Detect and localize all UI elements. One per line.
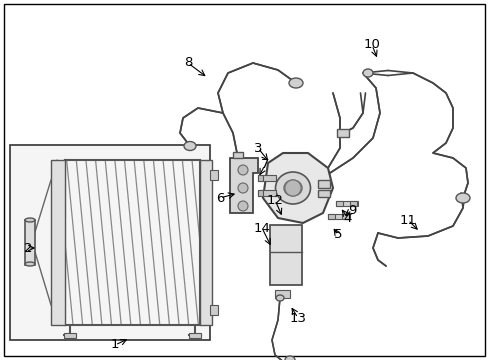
Text: 2: 2 <box>24 242 32 255</box>
Bar <box>274 290 289 298</box>
Bar <box>258 190 275 196</box>
Text: 13: 13 <box>289 311 306 324</box>
Bar <box>10 145 209 340</box>
Ellipse shape <box>455 193 469 203</box>
Text: 7: 7 <box>260 158 269 171</box>
Bar <box>64 333 76 338</box>
Bar <box>209 170 218 180</box>
Ellipse shape <box>275 295 284 301</box>
Text: 14: 14 <box>253 221 270 234</box>
Bar <box>327 214 334 219</box>
Ellipse shape <box>183 141 196 150</box>
Bar <box>189 333 201 338</box>
Ellipse shape <box>288 78 303 88</box>
Text: 9: 9 <box>347 203 355 216</box>
Bar <box>232 152 243 158</box>
Ellipse shape <box>284 180 302 196</box>
Bar <box>341 214 348 219</box>
Bar <box>258 190 263 196</box>
Text: 5: 5 <box>333 229 342 242</box>
Text: 4: 4 <box>343 211 351 225</box>
Bar <box>335 201 342 206</box>
Ellipse shape <box>285 356 294 360</box>
Bar <box>349 201 356 206</box>
Text: 1: 1 <box>110 338 119 351</box>
Text: 12: 12 <box>266 194 283 207</box>
Bar <box>317 180 329 188</box>
Circle shape <box>238 201 247 211</box>
Bar <box>200 160 212 325</box>
Bar <box>336 129 348 137</box>
Circle shape <box>285 180 301 196</box>
Bar <box>335 201 357 206</box>
Polygon shape <box>229 158 258 213</box>
Text: 3: 3 <box>253 141 262 154</box>
Ellipse shape <box>362 69 372 77</box>
Ellipse shape <box>25 262 35 266</box>
Ellipse shape <box>25 218 35 222</box>
Bar <box>258 175 263 181</box>
Bar <box>327 214 349 219</box>
Text: 10: 10 <box>363 39 380 51</box>
Text: 6: 6 <box>215 192 224 204</box>
Bar <box>209 305 218 315</box>
Circle shape <box>238 165 247 175</box>
Ellipse shape <box>275 172 310 204</box>
Text: 11: 11 <box>399 213 416 226</box>
Bar <box>269 225 302 285</box>
Bar <box>51 160 65 325</box>
Text: 8: 8 <box>183 57 192 69</box>
Polygon shape <box>263 153 332 223</box>
Circle shape <box>238 183 247 193</box>
Bar <box>317 190 329 197</box>
Bar <box>258 175 275 181</box>
Bar <box>25 220 35 265</box>
